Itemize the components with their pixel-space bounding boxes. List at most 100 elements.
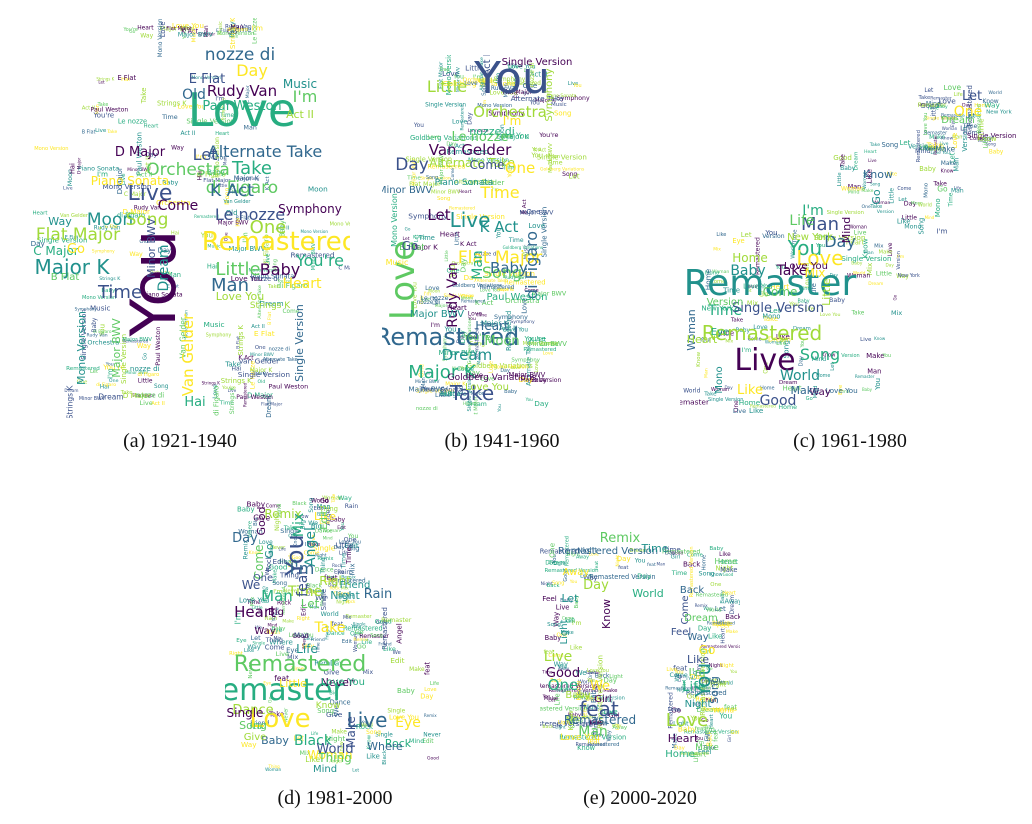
filler-word: Like (708, 632, 723, 641)
filler-word: Alternate Take (257, 285, 263, 319)
filler-word: New York (986, 110, 1012, 116)
filler-word: Girl (594, 684, 603, 690)
filler-word: Girl (704, 731, 710, 741)
filler-word: Baby (568, 712, 581, 718)
filler-word: Never (248, 661, 254, 678)
filler-word: Life (954, 92, 963, 98)
filler-word: K Act (460, 240, 477, 248)
filler-word: I'm (215, 97, 224, 103)
filler-word: You're (102, 363, 125, 372)
filler-word: Feel (705, 698, 716, 704)
filler-word: Go (893, 294, 898, 300)
word-man: Man (801, 214, 839, 235)
word-man: Man (211, 275, 249, 296)
filler-word: Angel (329, 759, 342, 765)
filler-word: I'm (572, 620, 581, 627)
filler-word: Remastered (966, 85, 974, 126)
filler-word: I'm (305, 542, 314, 548)
filler-word: Strings K (66, 385, 75, 418)
filler-word: Day (519, 375, 534, 384)
filler-word: Edit (300, 603, 307, 616)
filler-word: Piano Sonata (546, 93, 576, 99)
filler-word: Love You (826, 386, 858, 395)
filler-word: B Flat (267, 312, 273, 325)
filler-word: Make (331, 730, 347, 736)
filler-word: You (413, 123, 424, 129)
filler-word: Baby (936, 104, 948, 110)
wordcloud-panel-piano: Go Hai Moon One Single Version Come You nozze d… (10, 18, 350, 452)
filler-word: Good (269, 563, 288, 572)
filler-word: Night (567, 552, 580, 558)
filler-word: Eye (236, 638, 247, 644)
filler-word: Song (917, 218, 925, 235)
filler-word: E Flat (65, 235, 79, 241)
filler-word: I'm (242, 232, 250, 243)
filler-word: Home (704, 268, 713, 290)
filler-word: Make (935, 145, 955, 154)
word-love-you: Love You (784, 261, 828, 272)
filler-word: Take (224, 360, 241, 368)
filler-word: Rudy Van (491, 86, 519, 92)
word-way: Way (254, 626, 275, 637)
filler-word: Remastered Version (548, 688, 601, 694)
filler-word: Light (609, 674, 624, 680)
word-b-flat: B Flat (51, 272, 80, 283)
filler-word: Song (309, 498, 315, 513)
filler-word: Let (716, 620, 724, 626)
filler-word: Edit (390, 656, 404, 665)
filler-word: Love (159, 22, 167, 38)
filler-word: Single Version (967, 132, 1017, 140)
filler-word: Back (725, 613, 740, 621)
filler-word: Baby (207, 169, 224, 177)
filler-word: Remaster (924, 130, 947, 136)
filler-word: Mix (363, 669, 374, 676)
word-act-ii: Act II (482, 55, 493, 76)
filler-word: Baby (574, 594, 580, 608)
filler-word: Dream (793, 326, 811, 332)
filler-word: Night (556, 688, 572, 694)
filler-word: Light (555, 725, 566, 730)
filler-word: Day (420, 693, 433, 701)
filler-word: You (698, 336, 710, 343)
filler-word: You (634, 557, 646, 564)
filler-word: Day (534, 399, 549, 408)
filler-word: Where (302, 635, 307, 649)
filler-word: E Flat (118, 74, 137, 82)
filler-word: Go (355, 628, 364, 636)
filler-word: B Flat (236, 336, 242, 349)
filler-word: Way (302, 644, 315, 650)
filler-word: Single (253, 641, 266, 646)
word-go: Go (263, 543, 276, 559)
filler-word: Single Version (186, 118, 235, 126)
filler-word: Go (701, 718, 708, 724)
filler-word: We (308, 519, 318, 527)
filler-word: Heart (144, 123, 159, 129)
filler-word: Time (662, 545, 681, 554)
filler-word: Night (677, 688, 689, 694)
filler-word: Take (97, 102, 109, 108)
filler-word: Act II (499, 324, 517, 333)
filler-word: You (572, 83, 581, 89)
word-baby: Baby (565, 690, 590, 701)
word-love-you: Love You (465, 382, 509, 393)
filler-word: Remastered (281, 586, 287, 614)
filler-word: Come (265, 643, 285, 651)
filler-word: Remastered (564, 536, 570, 566)
filler-word: I'm (937, 226, 948, 235)
word-come: Come (158, 198, 199, 214)
filler-word: Minor BWV (528, 339, 567, 348)
filler-word: Remastered (916, 130, 922, 162)
filler-word: Live (319, 520, 330, 526)
filler-word: Major BWV (439, 154, 445, 184)
filler-word: Day (605, 698, 614, 703)
filler-word: Like (305, 755, 320, 764)
filler-word: Act II (137, 171, 153, 179)
filler-word: Remastered (588, 742, 620, 748)
filler-word: Mix (299, 749, 310, 757)
filler-word: Flat Major (409, 180, 441, 188)
word-mind: Mind (840, 217, 853, 244)
filler-word: Day (500, 368, 510, 374)
filler-word: Love (252, 370, 266, 377)
filler-word: Le nozze (420, 294, 448, 302)
filler-word: Back (595, 673, 610, 680)
